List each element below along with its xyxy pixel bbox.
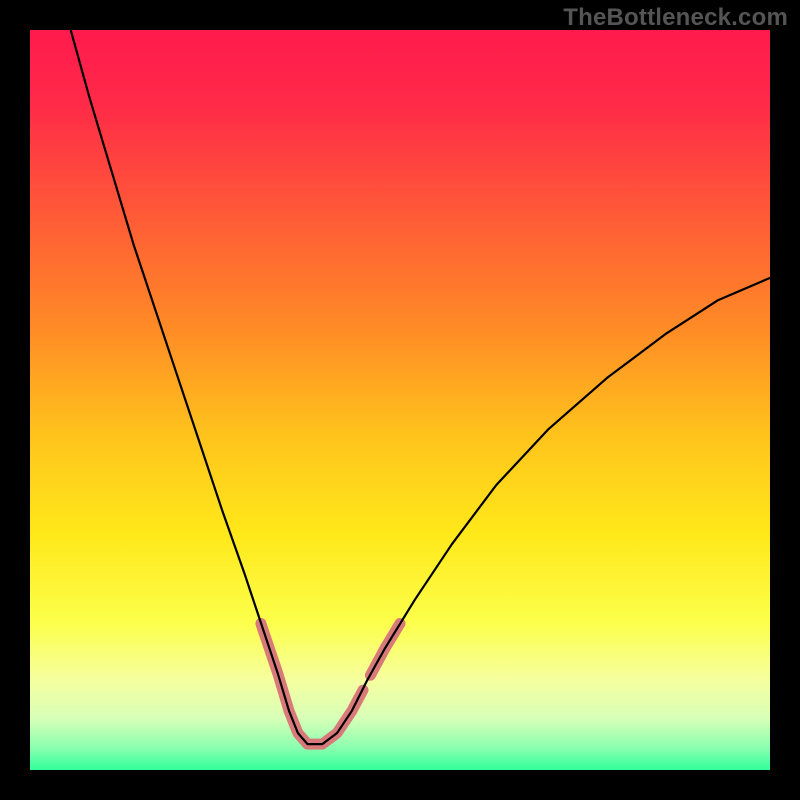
plot-background-gradient [30, 30, 770, 770]
chart-container: TheBottleneck.com [0, 0, 800, 800]
bottleneck-curve-svg [0, 0, 800, 800]
watermark-text: TheBottleneck.com [563, 4, 788, 32]
